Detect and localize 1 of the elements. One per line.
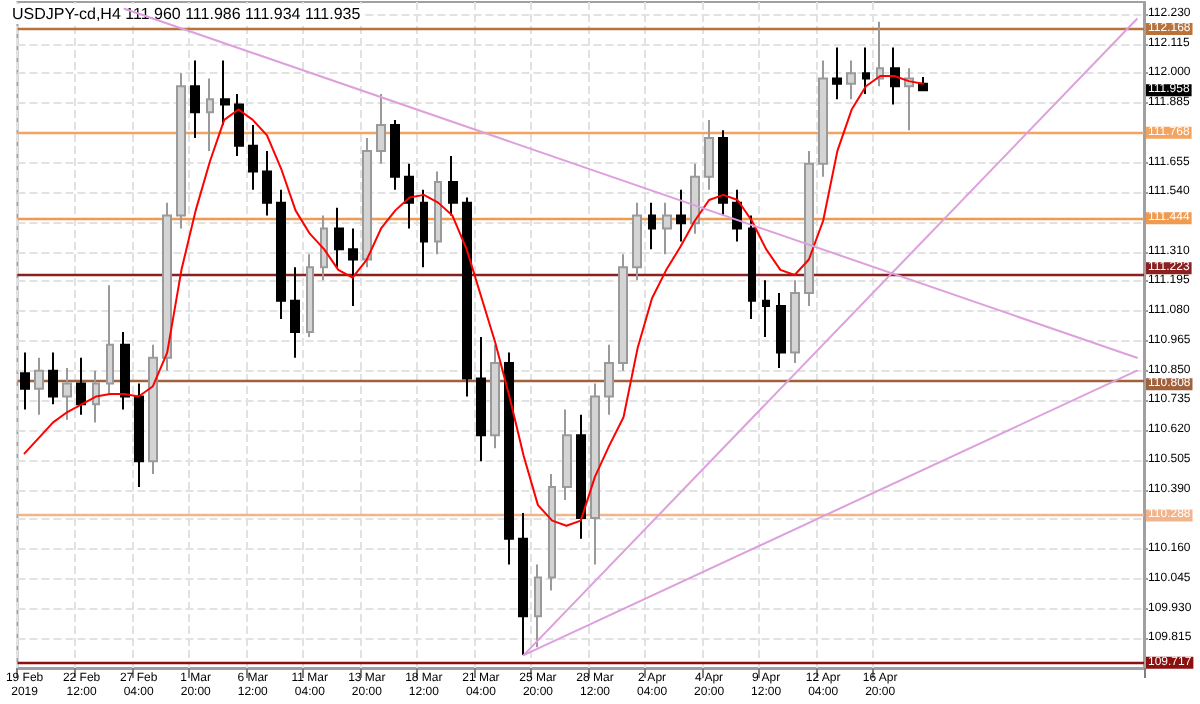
chart-title: USDJPY-cd,H4 111.960 111.986 111.934 111.935 <box>12 5 362 23</box>
